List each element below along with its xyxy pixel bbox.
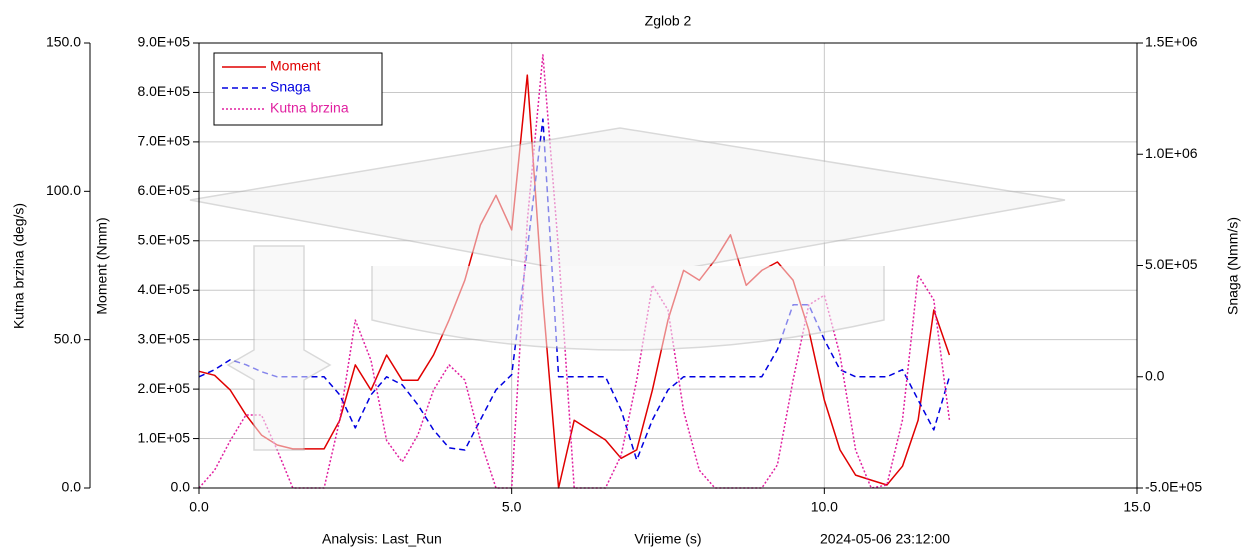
x-tick-label: 0.0 [189,499,209,515]
legend-label: Snaga [270,79,311,95]
mechanism-watermark [189,127,1066,451]
y-tick-label: 3.0E+05 [137,330,190,346]
y3-tick-label: 100.0 [46,182,81,198]
plot-frame [198,42,1138,489]
footer-left: Analysis: Last_Run [322,531,442,547]
series-line [198,74,951,489]
y2-tick-label: 1.5E+06 [1145,34,1198,50]
y3-tick-label: 50.0 [54,330,81,346]
y-tick-label: 9.0E+05 [137,34,190,50]
x-tick-label: 10.0 [811,499,838,515]
legend-label: Kutna brzina [270,100,349,116]
y3-axis-label: Kutna brzina (deg/s) [11,203,27,329]
legend-box [213,52,383,126]
y-tick-label: 2.0E+05 [137,380,190,396]
x-tick-label: 15.0 [1123,499,1150,515]
y-tick-label: 0.0 [171,479,191,495]
y-tick-label: 1.0E+05 [137,429,190,445]
watermark-shape [189,127,1066,281]
legend-label: Moment [270,58,321,74]
watermark-shape [371,266,885,351]
y2-axis-label: Snaga (Nmm/s) [1225,217,1241,315]
watermark-shape [226,245,332,451]
y3-tick-label: 150.0 [46,34,81,50]
footer-right: 2024-05-06 23:12:00 [820,531,950,547]
y-tick-label: 6.0E+05 [137,182,190,198]
series-line [198,118,951,461]
y-tick-label: 7.0E+05 [137,133,190,149]
y2-tick-label: 0.0 [1145,367,1165,383]
x-axis-label: Vrijeme (s) [634,531,701,547]
y2-tick-label: 5.0E+05 [1145,256,1198,272]
y2-tick-label: -5.0E+05 [1145,479,1202,495]
y-tick-label: 5.0E+05 [137,231,190,247]
x-tick-label: 5.0 [502,499,522,515]
y3-tick-label: 0.0 [62,479,82,495]
y2-tick-label: 1.0E+06 [1145,145,1198,161]
y-axis-label: Moment (Nmm) [94,217,110,314]
y-tick-label: 8.0E+05 [137,83,190,99]
y-tick-label: 4.0E+05 [137,281,190,297]
chart-title: Zglob 2 [645,13,692,29]
